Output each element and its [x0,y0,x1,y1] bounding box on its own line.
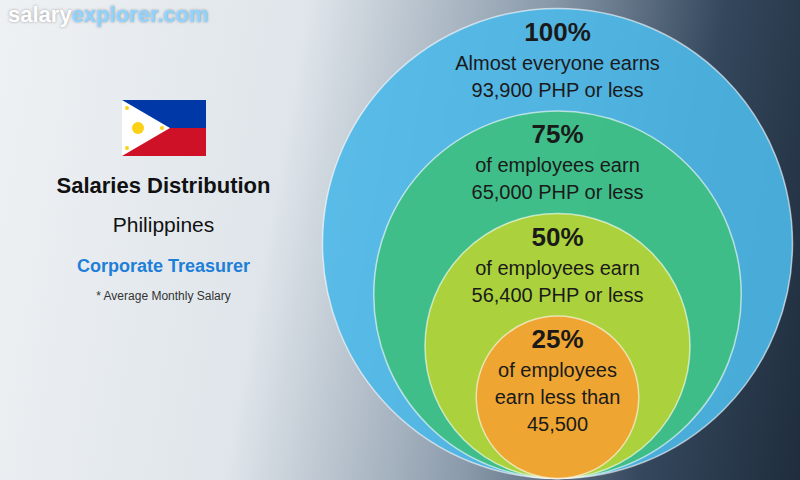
svg-text:56,400 PHP or less: 56,400 PHP or less [472,284,644,306]
svg-text:* Average Monthly Salary: * Average Monthly Salary [96,289,231,303]
svg-text:earn less than: earn less than [495,386,621,408]
svg-text:Corporate Treasurer: Corporate Treasurer [77,256,250,276]
svg-text:of employees earn: of employees earn [475,257,640,279]
svg-text:100%: 100% [524,17,591,47]
svg-text:50%: 50% [531,222,583,252]
html-text:salary explorer.com: salary explorer.com [8,2,209,27]
svg-text:Philippines: Philippines [113,213,215,236]
svg-text:25%: 25% [531,324,583,354]
svg-text:Almost everyone earns: Almost everyone earns [455,52,660,74]
svg-text:Salaries Distribution: Salaries Distribution [57,173,271,198]
svg-text:of employees earn: of employees earn [475,154,640,176]
svg-text:of employees: of employees [498,359,617,381]
svg-text:75%: 75% [531,119,583,149]
svg-text:93,900 PHP or less: 93,900 PHP or less [472,79,644,101]
svg-text:45,500: 45,500 [527,413,588,435]
svg-text:65,000 PHP or less: 65,000 PHP or less [472,181,644,203]
